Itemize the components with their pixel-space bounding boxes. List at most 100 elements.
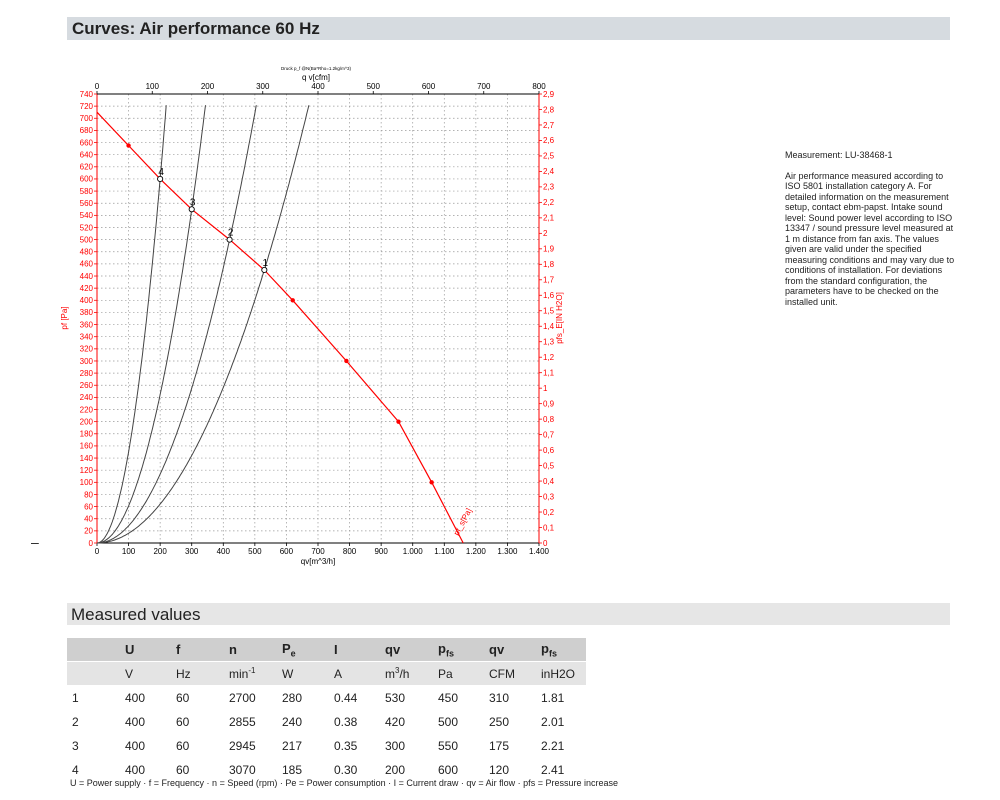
table-cell: 200: [380, 757, 433, 781]
table-unit-cell: Hz: [171, 661, 224, 686]
y-tick-label: 540: [80, 211, 94, 220]
operating-point-1: [261, 266, 268, 274]
fan-curve-marker: [396, 419, 401, 424]
x-tick-label: 300: [185, 547, 199, 556]
chart-top-caption: Druck p_f @N(Ba*Rho=1.2kg/m^3): [281, 66, 352, 71]
table-cell: 3: [67, 733, 120, 758]
table-cell: 217: [277, 733, 329, 758]
operating-point-label: 4: [158, 167, 164, 178]
table-cell: 420: [380, 709, 433, 734]
x-tick-label: 100: [122, 547, 136, 556]
table-cell: 2855: [224, 709, 277, 734]
y-tick-label: 640: [80, 150, 94, 159]
table-cell: 120: [484, 757, 536, 781]
fan-curve: [96, 111, 464, 544]
y2-tick-label: 0,7: [543, 430, 555, 439]
table-cell: 60: [171, 685, 224, 710]
system-curve-2: [97, 105, 257, 544]
table-cell: 60: [171, 757, 224, 781]
table-cell: 250: [484, 709, 536, 734]
y-tick-label: 60: [84, 502, 93, 511]
table-cell: 530: [380, 685, 433, 710]
dash-mark: –: [31, 534, 39, 550]
table-cell: 500: [433, 709, 484, 734]
fan-curve-marker: [429, 480, 434, 485]
y-tick-label: 580: [80, 187, 94, 196]
y-tick-label: 140: [80, 454, 94, 463]
measured-values-bar: Measured values: [67, 603, 950, 625]
system-curve-1: [97, 105, 310, 544]
x-tick-label: 1.100: [434, 547, 455, 556]
table-header-cell: n: [224, 637, 277, 662]
table-cell: 185: [277, 757, 329, 781]
operating-point-3: [188, 206, 195, 213]
header-subscript: fs: [548, 648, 557, 659]
header-subscript: fs: [445, 648, 454, 659]
y-tick-label: 660: [80, 138, 94, 147]
y-tick-label: 740: [80, 90, 94, 99]
table-unit-cell: m3/h: [380, 661, 433, 686]
table-unit-cell: W: [277, 661, 329, 686]
y2-tick-label: 2: [543, 229, 548, 238]
table-unit-cell: CFM: [484, 661, 536, 686]
y2-tick-label: 1,2: [543, 353, 555, 362]
table-cell: 0.38: [329, 709, 380, 734]
table-cell: 60: [171, 709, 224, 734]
table-unit-cell: A: [329, 661, 380, 686]
x-tick-label: 800: [343, 547, 357, 556]
fan-curve-marker: [290, 298, 295, 303]
y-tick-label: 20: [84, 527, 93, 536]
x2-tick-label: 600: [422, 82, 436, 91]
unit-superscript: -1: [248, 666, 256, 675]
table-cell: 4: [67, 757, 120, 781]
table-header-cell: I: [329, 637, 380, 662]
operating-point-label: 2: [228, 228, 234, 239]
table-header-cell: Pe: [277, 637, 329, 662]
operating-point-label: 1: [263, 258, 269, 269]
table-header-cell: pfs: [536, 637, 586, 662]
x2-tick-label: 400: [311, 82, 325, 91]
table-row: 3 400 60 2945 217 0.35 300 550 175 2.21: [67, 733, 586, 758]
table-cell: 2945: [224, 733, 277, 758]
y-tick-label: 500: [80, 235, 94, 244]
table-cell: 400: [120, 733, 171, 758]
y-tick-label: 40: [84, 515, 93, 524]
table-cell: 3070: [224, 757, 277, 781]
y2-tick-label: 0,6: [543, 446, 555, 455]
x-axis-label: qv[m^3/h]: [301, 557, 335, 566]
x-tick-label: 0: [95, 547, 100, 556]
table-header-cell: f: [171, 637, 224, 662]
y-tick-label: 720: [80, 102, 94, 111]
y-tick-label: 360: [80, 320, 94, 329]
y2-tick-label: 0: [543, 539, 548, 548]
measurement-notes: Measurement: LU-38468-1 Air performance …: [785, 150, 955, 317]
y2-tick-label: 2,3: [543, 183, 555, 192]
y2-tick-label: 2,8: [543, 105, 555, 114]
y-tick-label: 480: [80, 248, 94, 257]
y2-axis-label: pfs_E[IN H2O]: [555, 292, 564, 344]
y2-tick-label: 1,7: [543, 276, 555, 285]
x-tick-label: 1.400: [529, 547, 550, 556]
y-tick-label: 380: [80, 308, 94, 317]
x2-tick-label: 500: [367, 82, 381, 91]
x-tick-label: 500: [248, 547, 262, 556]
y-tick-label: 120: [80, 466, 94, 475]
x-tick-label: 700: [311, 547, 325, 556]
table-unit-cell: min-1: [224, 661, 277, 686]
y2-tick-label: 0,4: [543, 477, 555, 486]
y2-tick-label: 2,2: [543, 198, 555, 207]
y2-tick-label: 2,4: [543, 167, 555, 176]
table-header-cell: U: [120, 637, 171, 662]
y2-tick-label: 1,8: [543, 260, 555, 269]
table-cell: 1.81: [536, 685, 586, 710]
measurement-description: Air performance measured according to IS…: [785, 170, 955, 307]
table-cell: 0.35: [329, 733, 380, 758]
x-tick-label: 1.000: [403, 547, 424, 556]
y-tick-label: 100: [80, 478, 94, 487]
y-tick-label: 460: [80, 260, 94, 269]
table-footnote: U = Power supply · f = Frequency · n = S…: [70, 778, 618, 788]
table-cell: 2700: [224, 685, 277, 710]
y2-tick-label: 2,1: [543, 214, 555, 223]
